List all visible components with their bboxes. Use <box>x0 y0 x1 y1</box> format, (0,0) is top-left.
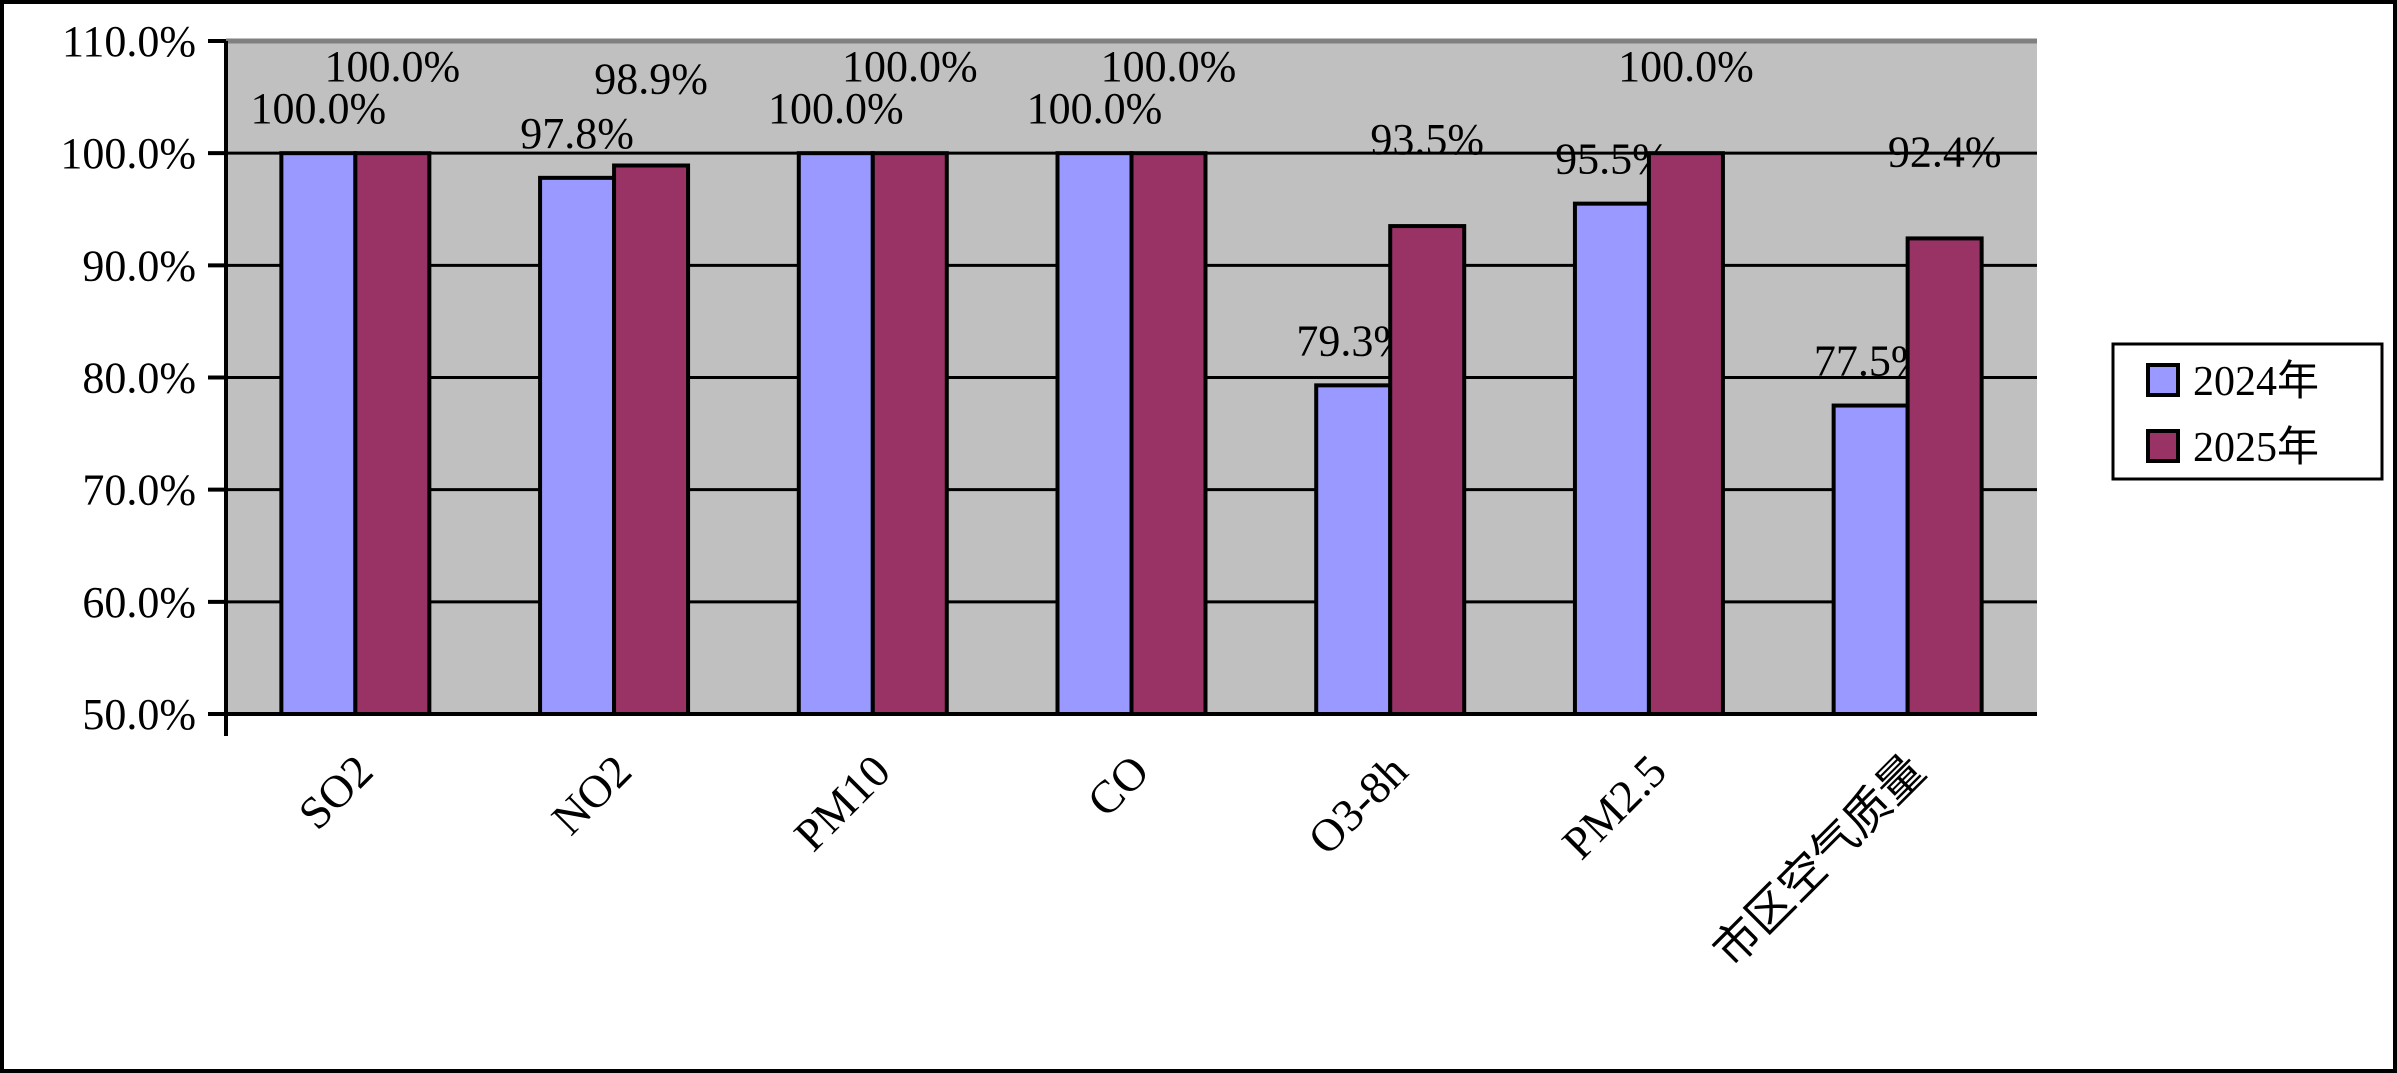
data-label: 100.0% <box>768 84 904 133</box>
bar <box>538 175 617 717</box>
data-label: 98.9% <box>594 55 708 104</box>
bar <box>1905 236 1984 716</box>
bar <box>612 163 691 716</box>
data-label: 92.4% <box>1888 127 2002 176</box>
y-tick-label: 50.0% <box>82 690 196 739</box>
legend-label: 2025年 <box>2193 424 2319 471</box>
bar <box>870 151 949 716</box>
y-tick-label: 80.0% <box>82 354 196 403</box>
bar <box>1129 151 1208 716</box>
legend-swatch <box>2146 429 2180 463</box>
bar <box>1314 383 1393 716</box>
data-label: 100.0% <box>1027 84 1163 133</box>
y-tick-label: 70.0% <box>82 466 196 515</box>
bar <box>1646 151 1725 716</box>
data-label: 100.0% <box>842 42 978 91</box>
bar <box>796 151 875 716</box>
legend-label: 2024年 <box>2193 358 2319 405</box>
data-label: 93.5% <box>1370 115 1484 164</box>
data-label: 100.0% <box>1618 42 1754 91</box>
legend-swatch <box>2146 363 2180 397</box>
data-label: 97.8% <box>520 109 634 158</box>
bar <box>279 151 358 716</box>
bar <box>353 151 432 716</box>
y-tick-label: 100.0% <box>60 129 196 178</box>
data-label: 100.0% <box>325 42 461 91</box>
data-label: 100.0% <box>251 84 387 133</box>
bar <box>1388 224 1467 716</box>
bar <box>1055 151 1134 716</box>
legend: 2024年 2025年 <box>2111 342 2384 481</box>
bar <box>1831 403 1910 716</box>
y-tick-label: 110.0% <box>62 17 196 66</box>
data-label: 100.0% <box>1101 42 1237 91</box>
y-tick-label: 60.0% <box>82 578 196 627</box>
bar <box>1572 201 1651 716</box>
y-tick-label: 90.0% <box>82 241 196 290</box>
